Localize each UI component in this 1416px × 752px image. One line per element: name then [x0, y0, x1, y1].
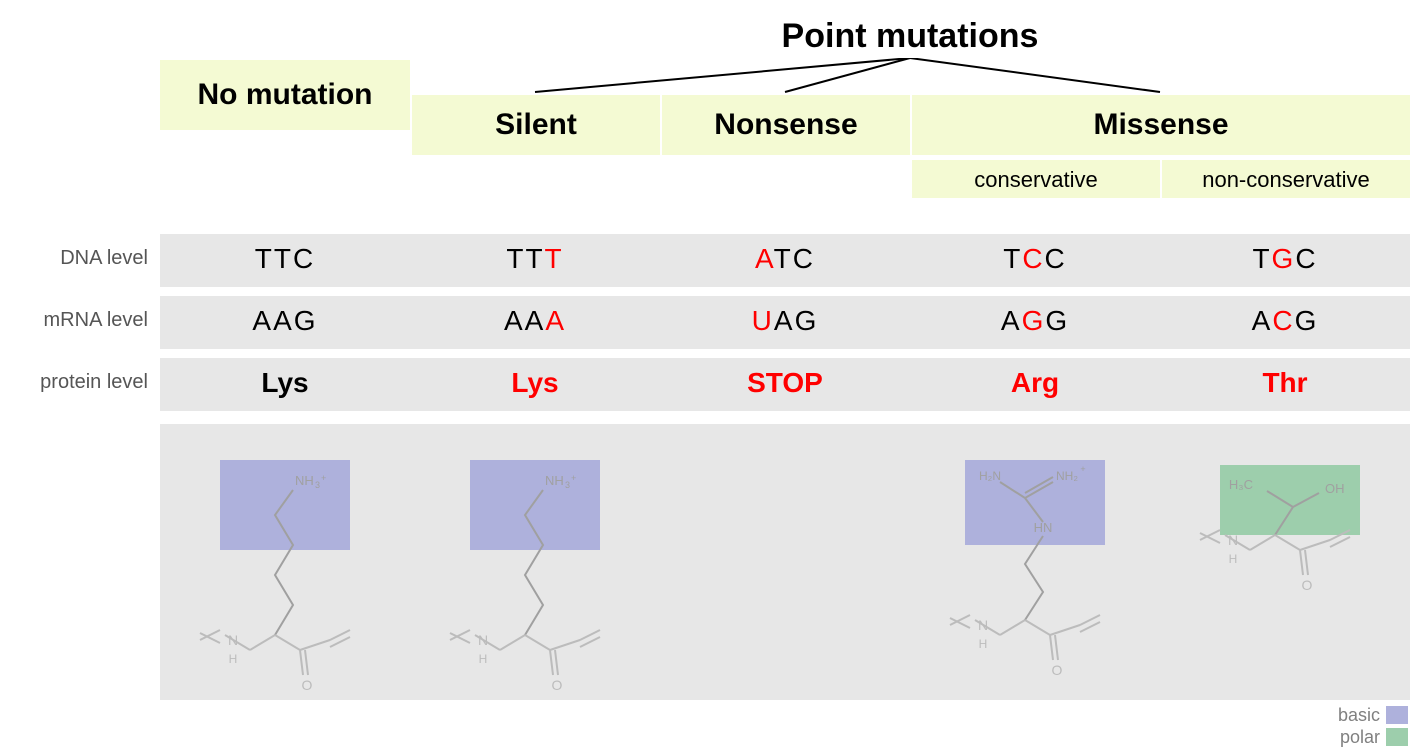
- svg-text:+: +: [321, 473, 326, 483]
- structure-silent: NH3+NHO: [410, 420, 660, 700]
- legend-label-polar: polar: [1340, 727, 1380, 748]
- diagram-title: Point mutations: [410, 6, 1410, 66]
- cell-mrna-conservative: AGG: [910, 292, 1160, 349]
- svg-text:NH: NH: [295, 473, 314, 488]
- svg-text:3: 3: [315, 480, 320, 490]
- svg-text:OH: OH: [1325, 481, 1345, 496]
- svg-text:O: O: [552, 677, 563, 693]
- legend-item-basic: basic: [1338, 704, 1408, 726]
- cell-protein-conservative: Arg: [910, 354, 1160, 411]
- svg-text:NH: NH: [545, 473, 564, 488]
- cell-protein-no_mutation: Lys: [160, 354, 410, 411]
- col-header-silent: Silent: [410, 95, 660, 155]
- cell-dna-nonsense: ATC: [660, 230, 910, 287]
- svg-text:N: N: [1228, 532, 1238, 548]
- svg-text:O: O: [302, 677, 313, 693]
- svg-text:H: H: [1229, 552, 1238, 566]
- legend-swatch-basic: [1386, 706, 1408, 724]
- col-header-nonsense: Nonsense: [660, 95, 910, 155]
- structure-no_mutation: NH3+NHO: [160, 420, 410, 700]
- svg-text:+: +: [1080, 464, 1085, 474]
- svg-text:O: O: [1052, 662, 1063, 678]
- cell-mrna-non_conservative: ACG: [1160, 292, 1410, 349]
- legend: basicpolar: [1338, 704, 1408, 748]
- svg-text:H₃C: H₃C: [1229, 477, 1253, 492]
- cell-dna-silent: TTT: [410, 230, 660, 287]
- cell-mrna-silent: AAA: [410, 292, 660, 349]
- cell-protein-non_conservative: Thr: [1160, 354, 1410, 411]
- svg-text:N: N: [478, 632, 488, 648]
- cell-mrna-nonsense: UAG: [660, 292, 910, 349]
- cell-dna-conservative: TCC: [910, 230, 1160, 287]
- structure-non_conservative: H₃C OH NH O: [1160, 420, 1410, 700]
- legend-item-polar: polar: [1338, 726, 1408, 748]
- col-header-conservative: conservative: [910, 158, 1160, 198]
- svg-text:N: N: [978, 617, 988, 633]
- row-label-dna: DNA level: [0, 230, 148, 287]
- row-label-protein: protein level: [0, 354, 148, 411]
- structure-conservative: HN H₂N NH₂+ NH O: [910, 420, 1160, 700]
- connector-lines: [410, 58, 1410, 98]
- col-header-missense: Missense: [910, 95, 1410, 155]
- svg-text:H: H: [979, 637, 988, 651]
- cell-dna-no_mutation: TTC: [160, 230, 410, 287]
- legend-swatch-polar: [1386, 728, 1408, 746]
- row-label-mrna: mRNA level: [0, 292, 148, 349]
- svg-text:N: N: [228, 632, 238, 648]
- svg-text:NH₂: NH₂: [1056, 469, 1078, 483]
- col-header-non_conservative: non-conservative: [1160, 158, 1410, 198]
- svg-text:H: H: [229, 652, 238, 666]
- cell-dna-non_conservative: TGC: [1160, 230, 1410, 287]
- svg-text:H: H: [479, 652, 488, 666]
- svg-text:O: O: [1302, 577, 1313, 593]
- cell-protein-nonsense: STOP: [660, 354, 910, 411]
- cell-protein-silent: Lys: [410, 354, 660, 411]
- svg-text:HN: HN: [1034, 520, 1053, 535]
- cell-mrna-no_mutation: AAG: [160, 292, 410, 349]
- svg-text:+: +: [571, 473, 576, 483]
- col-header-no-mutation: No mutation: [160, 60, 410, 130]
- svg-text:H₂N: H₂N: [979, 469, 1001, 483]
- legend-label-basic: basic: [1338, 705, 1380, 726]
- svg-text:3: 3: [565, 480, 570, 490]
